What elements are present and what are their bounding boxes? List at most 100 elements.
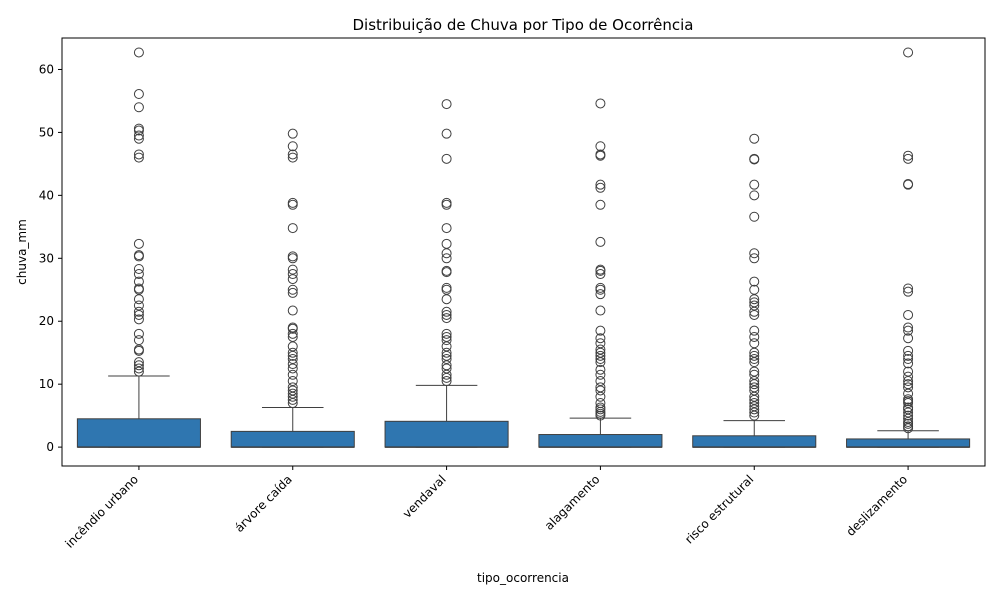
outlier-point: [441, 223, 452, 234]
outlier-point: [287, 347, 298, 358]
outlier-point: [287, 128, 298, 139]
outlier-point: [441, 306, 452, 317]
outlier-point: [287, 341, 298, 352]
outlier-point: [595, 364, 606, 375]
outlier-point: [749, 350, 760, 361]
outlier-point: [133, 269, 144, 280]
outlier-point: [287, 149, 298, 160]
outlier-point: [133, 314, 144, 325]
outlier-point: [903, 283, 914, 294]
x-tick-label: alagamento: [542, 472, 603, 533]
outlier-point: [287, 152, 298, 163]
outlier-point: [441, 313, 452, 324]
outlier-point: [903, 47, 914, 58]
outlier-point: [903, 402, 914, 413]
outlier-point: [287, 359, 298, 370]
outlier-point: [595, 289, 606, 300]
outlier-point: [441, 294, 452, 305]
outlier-point: [441, 354, 452, 364]
outlier-point: [903, 286, 914, 297]
outlier-point: [441, 284, 452, 295]
outlier-point: [749, 153, 760, 164]
outlier-point: [133, 276, 144, 287]
plot-area-frame: [61, 37, 986, 467]
outlier-point: [441, 347, 452, 358]
outlier-point: [749, 382, 760, 393]
outlier-point: [287, 284, 298, 295]
outlier-point: [749, 276, 760, 287]
outlier-point: [441, 265, 452, 276]
box-group: [76, 47, 201, 448]
outlier-point: [133, 152, 144, 163]
outlier-point: [133, 250, 144, 261]
outlier-point: [595, 333, 606, 344]
outlier-point: [903, 421, 914, 432]
outlier-point: [595, 382, 606, 393]
x-axis: incêndio urbano árvore caída vendaval alaga…: [62, 466, 910, 551]
outlier-point: [441, 153, 452, 164]
y-tick-label: 30: [39, 251, 54, 265]
outlier-point: [903, 179, 914, 190]
outlier-point: [287, 305, 298, 316]
outlier-point: [287, 322, 298, 333]
outlier-point: [441, 238, 452, 249]
outlier-point: [287, 251, 298, 262]
outlier-point: [133, 263, 144, 274]
outlier-point: [133, 357, 144, 368]
outlier-point: [749, 331, 760, 342]
outlier-point: [903, 354, 914, 364]
outlier-point: [133, 123, 144, 134]
x-tick-label: vendaval: [400, 472, 449, 521]
outlier-point: [441, 335, 452, 346]
outlier-point: [287, 253, 298, 264]
outlier-point: [133, 89, 144, 100]
outlier-point: [133, 363, 144, 374]
box-group: [384, 99, 509, 448]
outlier-point: [749, 253, 760, 264]
outlier-point: [595, 179, 606, 190]
outlier-point: [441, 197, 452, 208]
outlier-point: [133, 125, 144, 136]
outlier-point: [749, 300, 760, 311]
outlier-point: [287, 264, 298, 275]
outlier-point: [441, 376, 452, 387]
outlier-point: [287, 223, 298, 234]
outlier-point: [903, 322, 914, 333]
chart-title: Distribuição de Chuva por Tipo de Ocorrê…: [353, 16, 694, 34]
outlier-point: [749, 354, 760, 364]
outlier-point: [133, 283, 144, 294]
outlier-point: [749, 248, 760, 259]
outlier-point: [595, 149, 606, 160]
outlier-point: [749, 369, 760, 380]
outlier-point: [595, 402, 606, 413]
box-iqr: [384, 420, 509, 448]
y-tick-label: 0: [46, 440, 54, 454]
outlier-point: [133, 47, 144, 58]
outlier-point: [749, 179, 760, 190]
outlier-point: [133, 360, 144, 371]
box-iqr: [230, 430, 355, 448]
outlier-point: [287, 269, 298, 280]
outlier-point: [133, 294, 144, 305]
outlier-point: [749, 190, 760, 201]
outlier-point: [595, 325, 606, 336]
outlier-point: [133, 130, 144, 141]
outlier-point: [441, 328, 452, 339]
outlier-point: [903, 379, 914, 390]
x-tick-label: deslizamento: [844, 472, 911, 539]
outlier-point: [287, 274, 298, 285]
outlier-point: [133, 133, 144, 144]
outlier-point: [903, 350, 914, 361]
box-iqr: [538, 434, 663, 448]
outlier-point: [441, 282, 452, 293]
outlier-point: [287, 369, 298, 380]
outlier-point: [287, 376, 298, 387]
x-tick-label: risco estrutural: [682, 472, 756, 546]
outlier-point: [903, 366, 914, 377]
outlier-point: [595, 98, 606, 109]
outlier-point: [903, 410, 914, 421]
outlier-point: [441, 248, 452, 259]
outlier-point: [903, 358, 914, 369]
outlier-point: [903, 333, 914, 344]
